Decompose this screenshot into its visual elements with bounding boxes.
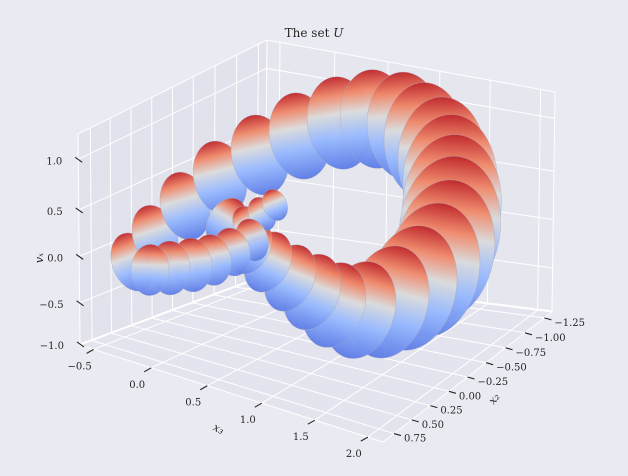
y-tick-label: 0.00 <box>459 391 481 402</box>
surface-patch <box>262 189 288 221</box>
y-tick-mark <box>544 317 552 321</box>
x-tick-mark <box>307 419 316 425</box>
x-tick-mark <box>143 367 152 373</box>
y-tick-mark <box>467 376 475 380</box>
torus-surface <box>110 69 502 359</box>
chart-title: The set U <box>285 26 345 40</box>
z-tick-mark <box>75 207 84 214</box>
grid-line-y <box>152 317 450 392</box>
grid-line-y <box>111 332 412 421</box>
x-tick-mark <box>199 385 208 391</box>
y-tick-label: −0.50 <box>496 363 527 374</box>
y-axis-label: x₂ <box>486 391 503 407</box>
y-tick-mark <box>505 347 513 351</box>
y-tick-label: −0.75 <box>516 348 547 359</box>
z-axis-label: vₓ <box>33 253 46 263</box>
surface-patch <box>130 244 170 296</box>
axis-tick-marks <box>74 156 552 442</box>
z-tick-mark <box>76 341 85 348</box>
x-tick-mark <box>86 348 94 354</box>
x-tick-label: 0.0 <box>129 380 145 391</box>
y-tick-label: −1.00 <box>535 333 566 344</box>
y-tick-mark <box>524 332 533 336</box>
x-tick-label: 1.0 <box>240 415 256 426</box>
y-tick-label: 0.50 <box>422 420 444 431</box>
z-tick-label: 1.0 <box>46 156 62 167</box>
y-tick-label: 0.75 <box>404 434 426 445</box>
x-tick-label: 1.5 <box>293 432 309 443</box>
x-tick-label: −0.5 <box>67 361 91 372</box>
grid-line-x-wall <box>537 89 542 311</box>
x-tick-label: 2.0 <box>346 449 362 460</box>
z-tick-label: 0.5 <box>47 207 63 218</box>
grid-line-y-wall <box>109 118 112 334</box>
y-tick-mark <box>411 419 419 423</box>
y-tick-label: −0.25 <box>478 377 509 388</box>
y-tick-label: 0.25 <box>440 406 462 417</box>
y-tick-label: −1.25 <box>554 318 585 329</box>
x-tick-mark <box>360 436 369 442</box>
y-tick-mark <box>448 390 457 394</box>
z-tick-label: −0.5 <box>39 300 63 311</box>
grid-line-y <box>131 325 431 407</box>
z-tick-label: −1.0 <box>40 341 64 352</box>
grid-line-y-wall <box>89 127 93 341</box>
z-tick-label: 0.0 <box>47 253 63 264</box>
y-tick-mark <box>485 362 494 366</box>
x-tick-label: 0.5 <box>185 398 201 409</box>
tick-labels: −0.5 0.0 0.5 1.0 1.5 2.0 −1.25 −1.00 −0.75 −0.50 −… <box>39 156 585 460</box>
z-tick-mark <box>76 300 84 307</box>
y-tick-mark <box>430 405 438 409</box>
grid-line-y <box>91 340 395 435</box>
x-tick-mark <box>254 402 263 408</box>
z-tick-mark <box>74 156 83 163</box>
z-tick-mark <box>75 253 84 260</box>
y-tick-mark <box>393 433 402 437</box>
x-axis-label: x₃ <box>211 421 226 437</box>
